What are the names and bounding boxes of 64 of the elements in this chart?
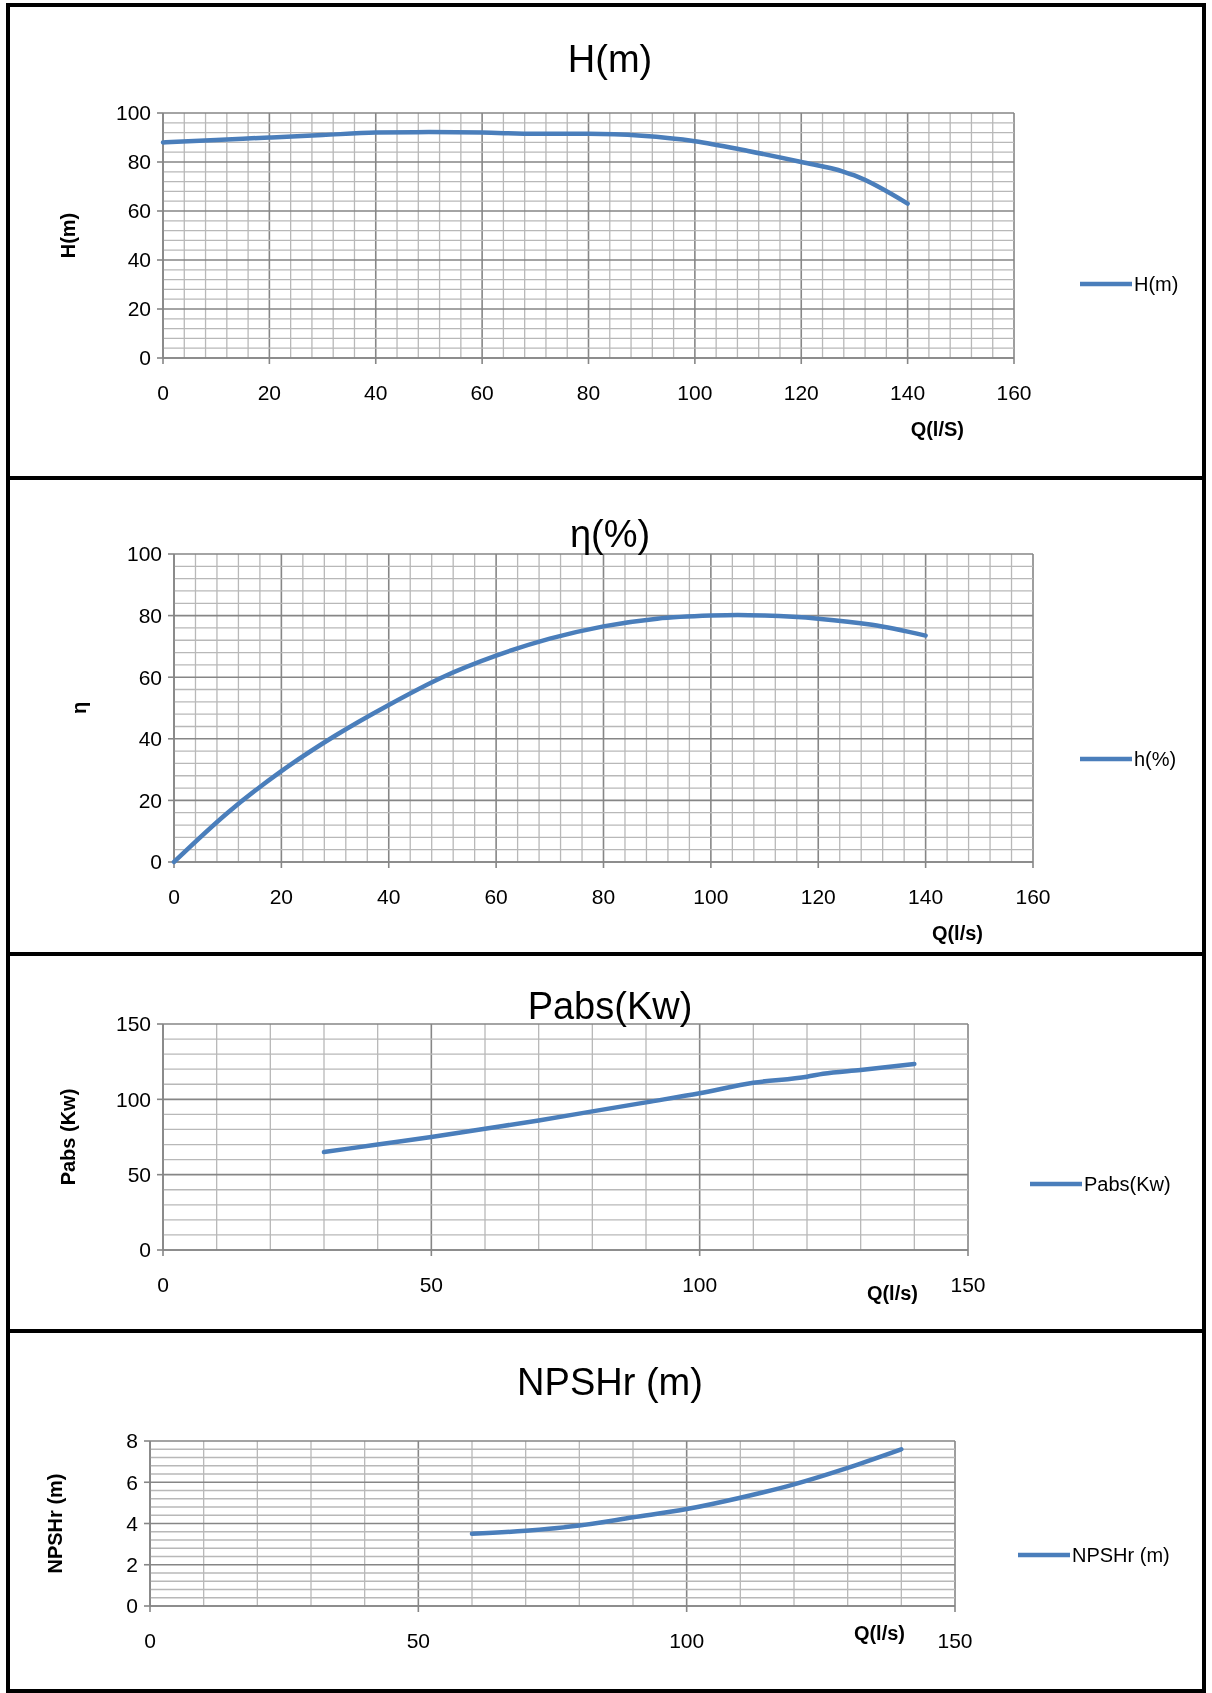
x-tick-label: 140 [890,381,926,404]
x-tick-label: 40 [377,885,401,908]
legend-label: H(m) [1134,273,1179,295]
x-tick-label: 120 [783,381,819,404]
y-tick-label: 4 [126,1511,139,1535]
line-series [321,1061,917,1155]
y-tick-label: 80 [127,150,151,174]
chart-title: Pabs(Kw) [527,985,693,1027]
x-tick-label: 50 [406,1629,431,1652]
y-tick-label: 40 [138,727,162,751]
y-tick-label: 100 [126,542,162,566]
y-tick-label: 20 [127,297,151,321]
y-axis-title: NPSHr (m) [44,1473,66,1574]
legend-label: Pabs(Kw) [1084,1173,1171,1195]
y-tick-label: 20 [138,788,162,812]
x-tick-label: 40 [364,381,388,404]
line-series [171,612,928,865]
x-tick-label: 160 [996,381,1032,404]
y-tick-label: 150 [115,1012,151,1036]
x-tick-label: 150 [937,1629,973,1652]
x-tick-label: 0 [168,885,180,908]
x-tick-label: 150 [950,1273,986,1296]
y-tick-label: 60 [138,665,162,689]
chart-title: H(m) [567,38,653,80]
y-axis-title: Pabs (Kw) [57,1088,79,1186]
y-tick-label: 6 [126,1470,138,1494]
x-tick-label: 60 [470,381,494,404]
y-tick-label: 40 [127,248,151,272]
x-axis-title: Q(l/s) [866,1282,918,1304]
chart-title: η(%) [569,513,651,555]
legend-label: NPSHr (m) [1072,1544,1170,1566]
x-tick-label: 100 [677,381,713,404]
y-tick-label: 2 [126,1553,138,1577]
y-tick-label: 0 [126,1594,138,1618]
x-tick-label: 100 [669,1629,705,1652]
y-tick-label: 100 [115,1087,151,1111]
x-tick-label: 100 [682,1273,718,1296]
y-axis-title: H(m) [57,212,79,259]
x-tick-label: 140 [908,885,944,908]
x-tick-label: 100 [693,885,729,908]
y-tick-label: 0 [150,850,162,874]
x-tick-label: 160 [1015,885,1051,908]
x-tick-label: 20 [269,885,294,908]
y-axis-title: η [68,701,90,715]
y-tick-label: 8 [126,1429,138,1453]
y-tick-label: 100 [115,101,151,125]
x-axis-title: Q(l/S) [910,418,964,440]
y-tick-label: 0 [139,1238,151,1262]
x-tick-label: 80 [591,885,616,908]
y-tick-label: 60 [127,199,151,223]
chart-title: NPSHr (m) [517,1361,703,1403]
line-series [469,1447,904,1537]
x-tick-label: 20 [257,381,282,404]
x-tick-label: 50 [419,1273,444,1296]
x-axis-title: Q(l/s) [931,922,983,944]
y-tick-label: 0 [139,346,151,370]
x-tick-label: 80 [576,381,601,404]
x-axis-title: Q(l/s) [853,1622,905,1644]
x-tick-label: 120 [800,885,836,908]
x-tick-label: 60 [484,885,508,908]
y-tick-label: 50 [127,1163,151,1187]
line-series [160,129,910,206]
y-tick-label: 80 [138,603,162,627]
legend-label: h(%) [1134,748,1177,770]
